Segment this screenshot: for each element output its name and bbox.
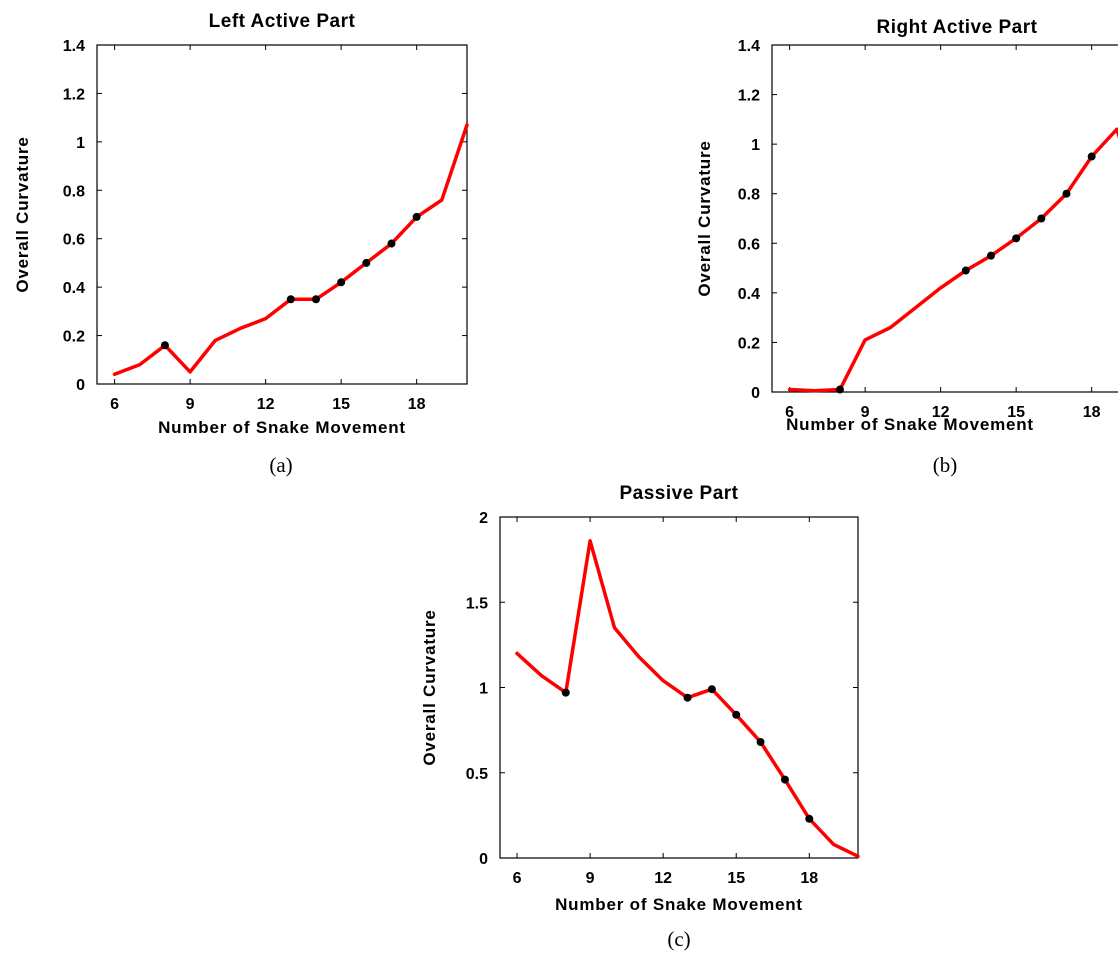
y-tick-label: 0.6 — [738, 236, 760, 253]
data-point-marker — [561, 688, 570, 697]
y-tick-label: 1 — [76, 135, 85, 152]
y-tick-label: 1 — [751, 137, 760, 154]
y-axis-label: Overall Curvature — [13, 136, 32, 292]
plot-frame — [499, 516, 859, 859]
chart-left-active-part: Left Active Part Number of Snake Movemen… — [13, 11, 469, 477]
x-tick-label: 12 — [654, 870, 672, 887]
y-tick-label: 0.6 — [63, 232, 85, 249]
y-tick-label: 0.2 — [738, 335, 760, 352]
y-tick-label: 0.5 — [466, 766, 488, 783]
data-point-marker — [780, 775, 789, 784]
data-point-marker — [707, 685, 716, 694]
chart-passive-part: Passive Part Number of Snake Movement Ov… — [420, 483, 860, 951]
plot-frame — [96, 44, 468, 385]
data-point-marker — [160, 341, 169, 350]
data-point-marker — [286, 295, 295, 304]
data-point-marker — [337, 278, 346, 287]
x-tick-label: 6 — [785, 404, 794, 421]
plot-frame — [771, 44, 1118, 393]
x-tick-label: 15 — [1007, 404, 1025, 421]
y-tick-label: 0 — [751, 385, 760, 402]
data-point-marker — [683, 693, 692, 702]
x-tick-label: 15 — [332, 396, 350, 413]
y-tick-label: 1.2 — [63, 86, 85, 103]
panel-caption: (c) — [667, 927, 690, 951]
data-point-marker — [961, 266, 970, 275]
y-tick-label: 1.2 — [738, 88, 760, 105]
x-tick-label: 18 — [800, 870, 818, 887]
data-point-marker — [362, 258, 371, 267]
data-point-marker — [1087, 152, 1096, 161]
x-tick-label: 9 — [861, 404, 870, 421]
data-point-marker — [311, 295, 320, 304]
data-point-marker — [1037, 214, 1046, 223]
data-point-marker — [1062, 189, 1071, 198]
y-tick-label: 0.8 — [63, 183, 85, 200]
y-tick-label: 1.4 — [738, 38, 760, 55]
x-tick-label: 6 — [110, 396, 119, 413]
panel-caption: (b) — [933, 453, 958, 477]
y-tick-label: 0 — [479, 851, 488, 868]
series-line — [787, 127, 1118, 393]
chart-title: Left Active Part — [209, 11, 356, 32]
chart-title: Passive Part — [619, 483, 738, 504]
y-tick-label: 1.4 — [63, 38, 85, 55]
x-tick-label: 6 — [513, 870, 522, 887]
x-tick-label: 12 — [932, 404, 950, 421]
panel-caption: (a) — [269, 453, 292, 477]
data-point-marker — [732, 710, 741, 719]
chart-title: Right Active Part — [877, 17, 1038, 38]
chart-right-active-part: Right Active Part Number of Snake Moveme… — [695, 17, 1118, 477]
x-axis-label: Number of Snake Movement — [555, 895, 803, 914]
x-axis-label: Number of Snake Movement — [786, 415, 1034, 434]
data-point-marker — [835, 385, 844, 394]
data-point-marker — [986, 251, 995, 260]
x-tick-label: 18 — [1083, 404, 1101, 421]
data-point-marker — [756, 738, 765, 747]
data-point-marker — [387, 239, 396, 248]
y-tick-label: 1.5 — [466, 595, 488, 612]
y-tick-label: 0.8 — [738, 187, 760, 204]
y-tick-label: 0.4 — [738, 286, 760, 303]
x-axis-label: Number of Snake Movement — [158, 418, 406, 437]
y-tick-label: 0 — [76, 377, 85, 394]
data-point-marker — [412, 212, 421, 221]
x-tick-label: 18 — [408, 396, 426, 413]
y-tick-label: 0.2 — [63, 329, 85, 346]
y-tick-label: 1 — [479, 681, 488, 698]
y-axis-label: Overall Curvature — [420, 609, 439, 765]
data-point-marker — [1012, 234, 1021, 243]
y-tick-label: 2 — [479, 510, 488, 527]
y-tick-label: 0.4 — [63, 280, 85, 297]
x-tick-label: 12 — [257, 396, 275, 413]
x-tick-label: 9 — [586, 870, 595, 887]
series-line — [112, 123, 469, 377]
data-point-marker — [805, 814, 814, 823]
x-tick-label: 9 — [186, 396, 195, 413]
x-tick-label: 15 — [727, 870, 745, 887]
y-axis-label: Overall Curvature — [695, 140, 714, 296]
